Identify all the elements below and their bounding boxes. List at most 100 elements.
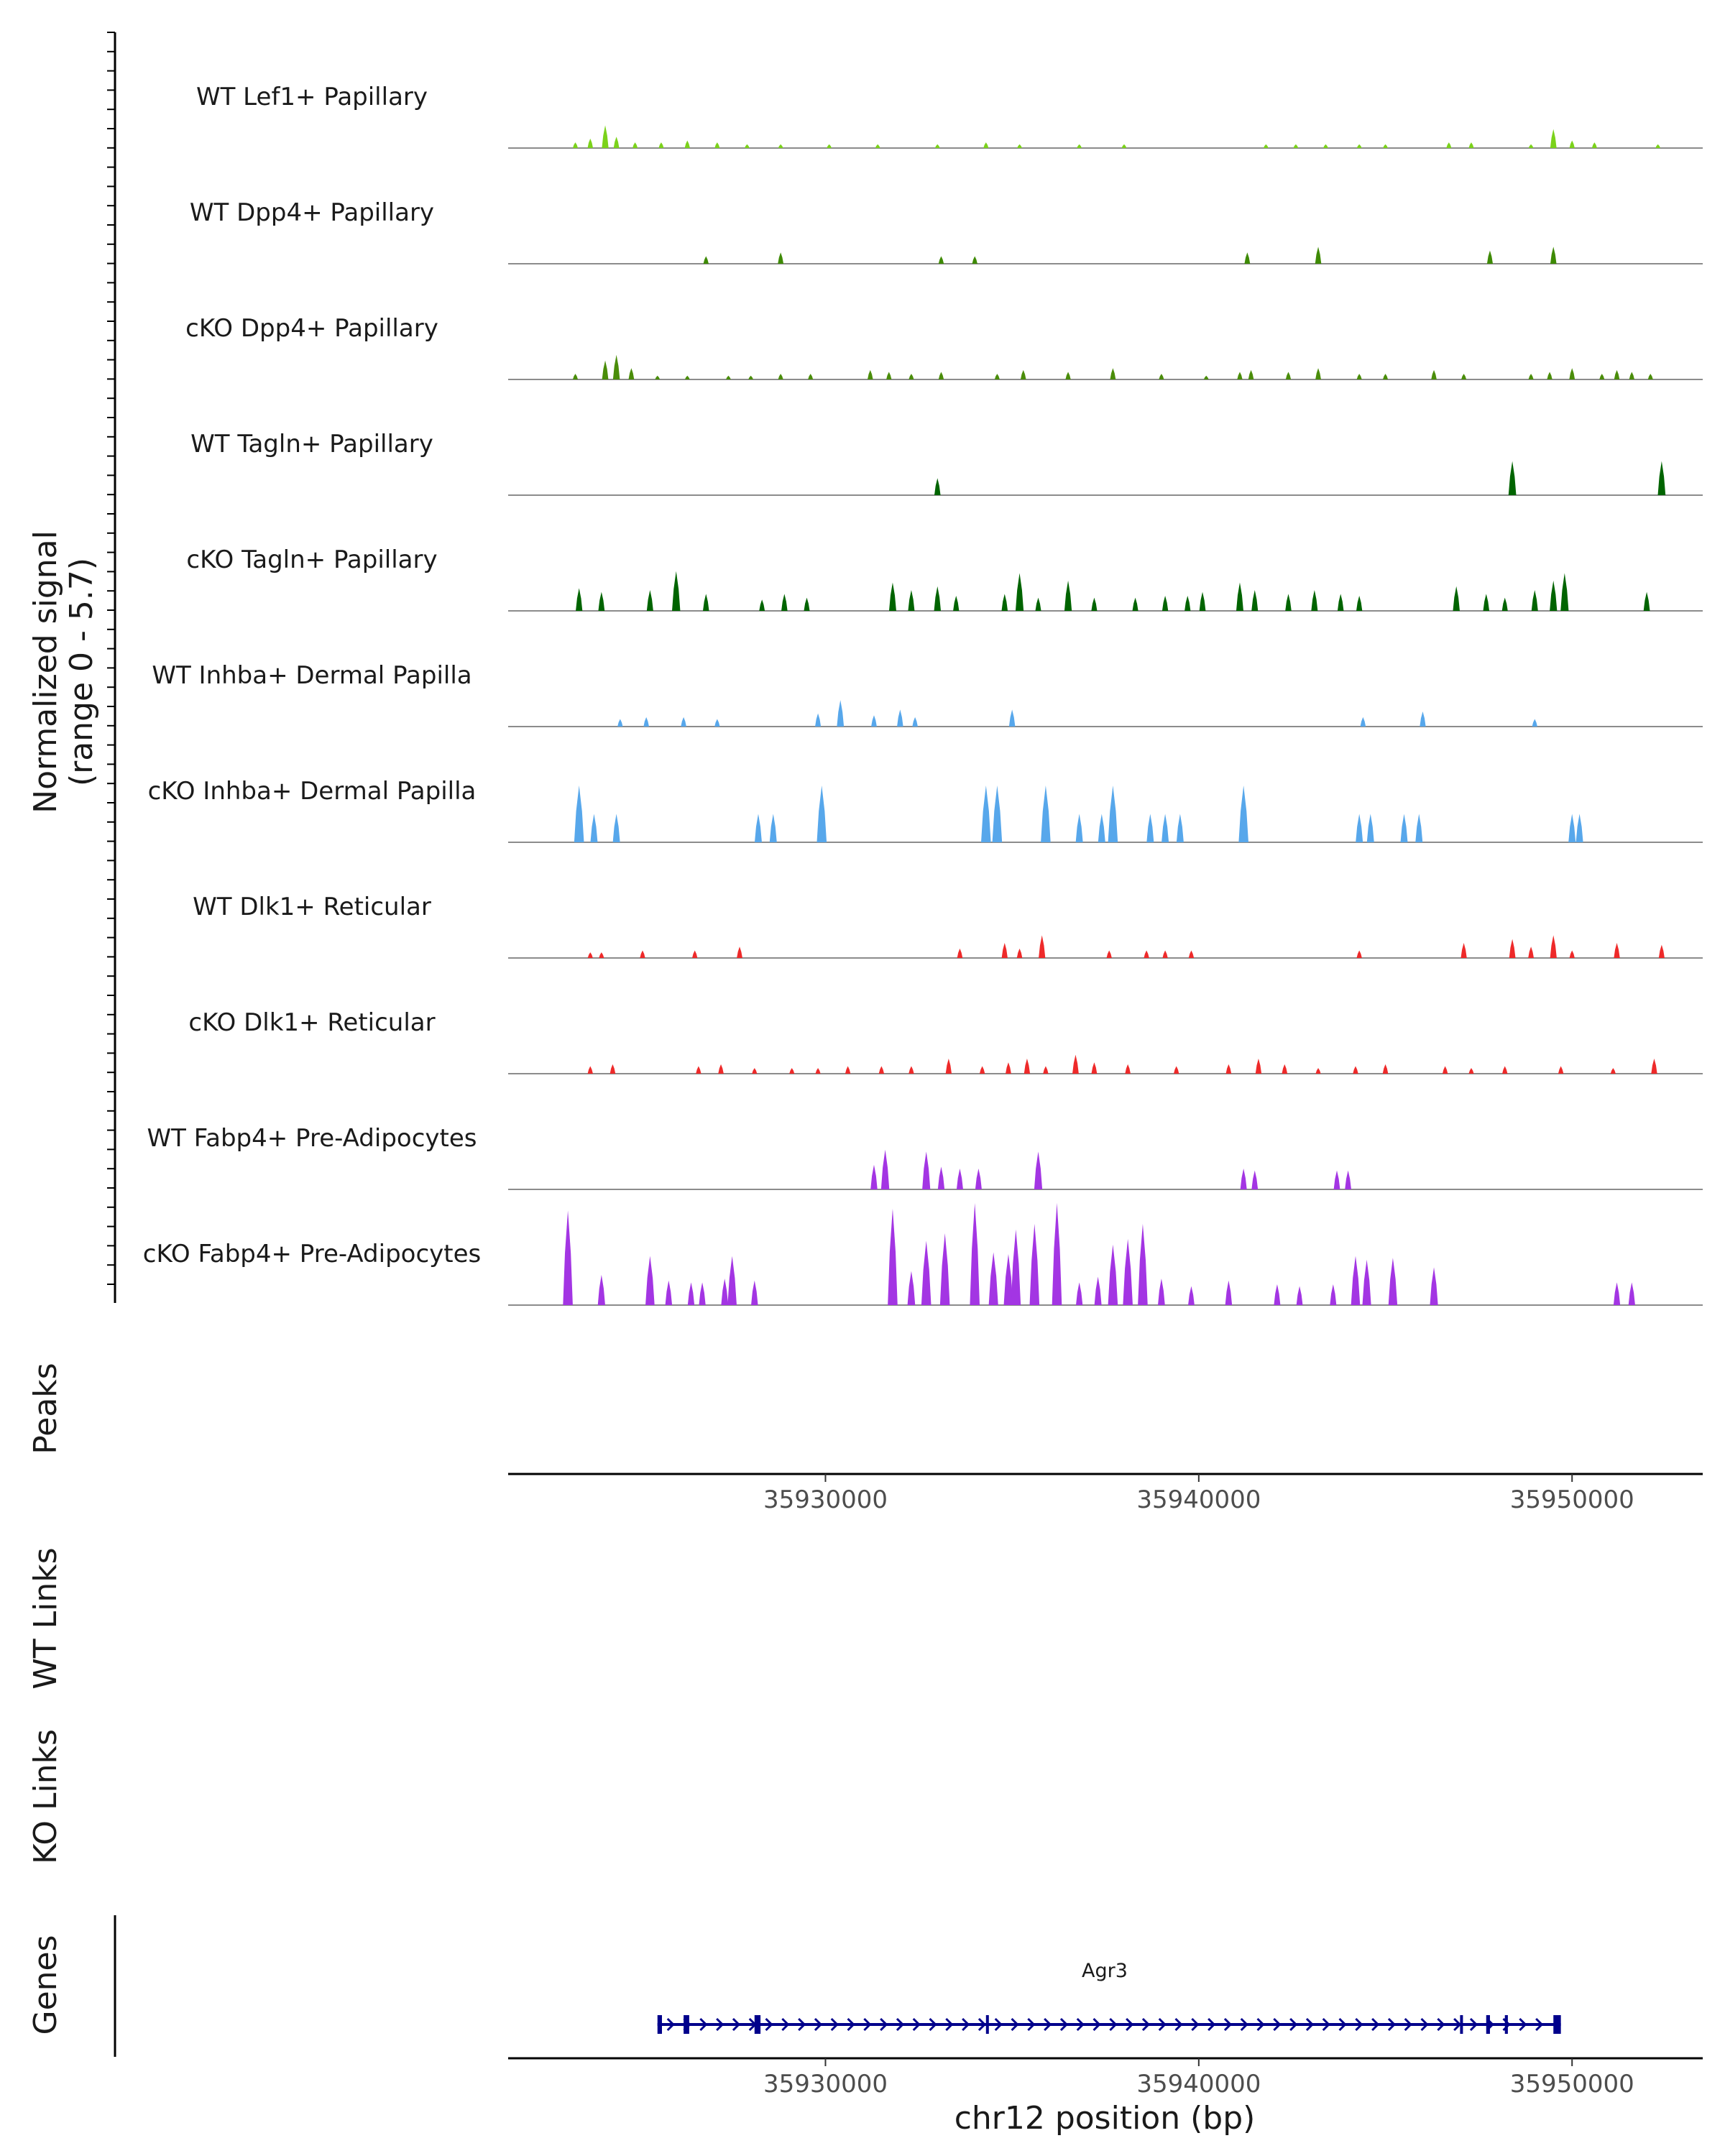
coverage-peak xyxy=(598,591,605,611)
coverage-peak xyxy=(1158,1279,1165,1305)
coverage-peak xyxy=(1547,372,1552,379)
coverage-peak xyxy=(1461,374,1467,379)
strand-arrow xyxy=(1158,2017,1167,2032)
coverage-peak xyxy=(1353,1066,1358,1074)
coverage-peak xyxy=(1248,369,1254,379)
coverage-peak xyxy=(1072,1054,1079,1074)
track-5: WT Inhba+ Dermal Papilla xyxy=(152,661,1703,727)
coverage-peak xyxy=(1599,374,1605,379)
coverage-peak xyxy=(1362,1259,1371,1305)
strand-arrow xyxy=(1453,2017,1462,2032)
coverage-peak xyxy=(1132,597,1138,611)
coverage-peak xyxy=(714,719,720,727)
coverage-peak xyxy=(759,599,765,611)
coverage-peak xyxy=(1255,1058,1262,1074)
coverage-peak xyxy=(1091,1062,1098,1074)
coverage-peak xyxy=(640,950,645,958)
coverage-peak xyxy=(934,586,942,611)
strand-arrow xyxy=(1141,2017,1151,2032)
strand-arrow xyxy=(978,2017,987,2032)
coverage-peak xyxy=(612,814,620,842)
coverage-peak xyxy=(1146,814,1154,842)
track-label: cKO Fabp4+ Pre-Adipocytes xyxy=(143,1240,482,1268)
strand-arrow xyxy=(896,2017,905,2032)
coverage-peak xyxy=(972,256,978,264)
coverage-peak xyxy=(1110,368,1116,379)
x-tick-label: 35940000 xyxy=(1136,2070,1261,2099)
strand-arrow xyxy=(716,2017,724,2032)
coverage-peak xyxy=(1528,946,1535,958)
coverage-peak xyxy=(888,582,896,611)
coverage-peak xyxy=(1188,950,1195,958)
coverage-peak xyxy=(815,713,822,727)
coverage-peak xyxy=(945,1058,952,1074)
coverage-peak xyxy=(1274,1284,1281,1305)
coverage-peak xyxy=(646,590,653,611)
coverage-peak xyxy=(1655,144,1661,148)
strand-arrow xyxy=(1208,2017,1216,2032)
genes-x-ticks: 35930000 35940000 35950000 xyxy=(763,2058,1634,2099)
coverage-peak xyxy=(957,948,963,958)
strand-arrow xyxy=(1011,2017,1019,2032)
strand-arrow xyxy=(929,2017,937,2032)
coverage-peak xyxy=(907,1271,916,1305)
coverage-peak xyxy=(696,1066,702,1074)
coverage-peak xyxy=(602,125,609,148)
gene-exon xyxy=(684,2015,689,2034)
gene-label-agr3: Agr3 xyxy=(1082,1960,1128,1982)
strand-arrow xyxy=(1305,2017,1315,2032)
coverage-peak xyxy=(1356,144,1362,148)
strand-arrow xyxy=(1240,2017,1248,2032)
coverage-peak xyxy=(645,1256,655,1305)
coverage-peak xyxy=(1528,144,1534,148)
coverage-peak xyxy=(587,952,593,958)
coverage-peak xyxy=(1285,594,1292,611)
strand-arrow xyxy=(1059,2017,1069,2032)
strand-arrow xyxy=(945,2017,954,2032)
coverage-peak xyxy=(778,374,783,379)
coverage-peak xyxy=(1106,950,1112,958)
coverage-peak xyxy=(1531,590,1538,611)
coverage-peak xyxy=(1388,1258,1398,1305)
coverage-peak xyxy=(1176,814,1184,842)
coverage-peak xyxy=(867,369,873,379)
coverage-peak xyxy=(684,375,690,379)
coverage-peak xyxy=(1121,144,1127,148)
coverage-peak xyxy=(1091,597,1098,611)
coverage-tracks: WT Lef1+ Papillary WT Dpp4+ Papillary cKO … xyxy=(143,83,1703,1306)
coverage-peak xyxy=(752,1068,758,1074)
coverage-peak xyxy=(1296,1286,1303,1305)
coverage-peak xyxy=(1333,1170,1340,1189)
coverage-peak xyxy=(1568,814,1576,842)
coverage-peak xyxy=(1184,595,1191,611)
coverage-peak xyxy=(1345,1170,1351,1189)
coverage-peak xyxy=(1658,944,1665,958)
track-label: WT Dlk1+ Reticular xyxy=(193,893,431,921)
coverage-peak xyxy=(983,142,989,148)
coverage-peak xyxy=(1240,1169,1247,1189)
coverage-peak xyxy=(1430,1267,1438,1305)
strand-arrow xyxy=(912,2017,921,2032)
strand-arrow xyxy=(994,2017,1003,2032)
signal-y-ticks xyxy=(107,32,115,1285)
coverage-peak xyxy=(613,137,620,148)
coverage-peak xyxy=(934,144,940,148)
ko-links-track-label: KO Links xyxy=(27,1729,64,1864)
coverage-peak xyxy=(781,594,788,611)
coverage-peak xyxy=(1094,1276,1102,1305)
coverage-peak xyxy=(1144,950,1149,958)
gene-exon xyxy=(1460,2015,1463,2034)
coverage-peak xyxy=(718,1064,724,1074)
coverage-peak xyxy=(939,1233,950,1305)
coverage-peak xyxy=(1065,372,1071,379)
coverage-peak xyxy=(921,1240,932,1305)
coverage-peak xyxy=(1008,709,1016,727)
coverage-peak xyxy=(888,1208,898,1305)
coverage-peak xyxy=(1003,1253,1013,1305)
coverage-peak xyxy=(748,375,754,379)
track-label: WT Dpp4+ Papillary xyxy=(190,198,434,227)
coverage-peak xyxy=(1508,461,1517,495)
strand-arrow xyxy=(1437,2017,1445,2032)
coverage-peak xyxy=(612,354,620,379)
coverage-peak xyxy=(1024,1058,1031,1074)
